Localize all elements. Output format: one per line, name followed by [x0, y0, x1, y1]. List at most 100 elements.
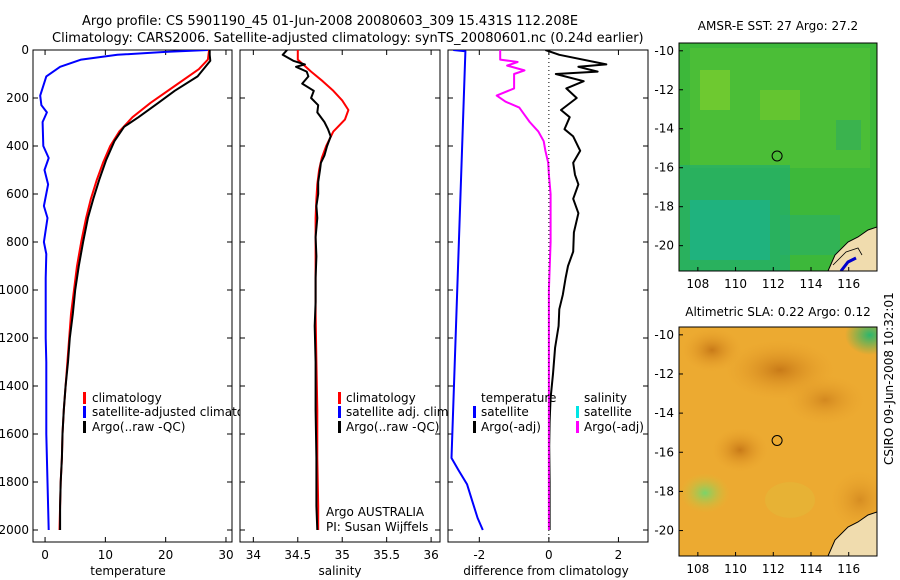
- figure-title-line2: Climatology: CARS2006. Satellite-adjuste…: [52, 31, 644, 46]
- map-xtick-label: 108: [686, 562, 709, 576]
- ytick-label: 1000: [0, 283, 29, 297]
- salinity-legend-satellite: satellite adj. clim.: [346, 405, 452, 419]
- map-ytick-label: -14: [654, 122, 674, 136]
- map-xtick-label: 116: [837, 562, 860, 576]
- ytick-label: 1400: [0, 379, 29, 393]
- map-xtick-label: 116: [837, 277, 860, 291]
- map-xtick-label: 110: [724, 562, 747, 576]
- sla-map-coastline: [827, 511, 877, 556]
- sst-map-title: AMSR-E SST: 27 Argo: 27.2: [698, 19, 858, 33]
- ytick-label: 2000: [0, 523, 29, 537]
- xtick-label: 34: [246, 548, 261, 562]
- temperature-panel: 0 10 20 30 0 200 400 600 800 1000 1200 1400 1600 1800…: [0, 43, 240, 578]
- legend-swatch-climatology: [83, 392, 86, 404]
- sst-map-field: [679, 43, 877, 271]
- temperature-ticks: 0 10 20 30 0 200 400 600 800 1000 1200 1400 1600 1800…: [0, 43, 234, 562]
- salinity-xlabel: salinity: [318, 564, 361, 578]
- series-line-temperature-argo-adj-: [545, 50, 608, 530]
- series-line-temperature-satellite: [450, 50, 484, 531]
- ytick-label: 0: [21, 43, 29, 57]
- series-line-argo-raw-qc-: [281, 50, 332, 531]
- xtick-label: -2: [473, 548, 485, 562]
- sst-map-frame: [678, 42, 878, 272]
- legend-swatch-sal-argo: [576, 421, 579, 433]
- ytick-label: 200: [6, 91, 29, 105]
- series-line-argo-raw-qc-: [59, 50, 212, 530]
- sst-map-cold-edge: [839, 256, 857, 271]
- map-ytick-label: -16: [654, 445, 674, 459]
- map-ytick-label: -18: [654, 200, 674, 214]
- sst-map-ticks: 108 110 112 114 116 -10 -12 -14 -16 -18 -20: [654, 44, 860, 291]
- temperature-legend-climatology: climatology: [92, 391, 162, 405]
- temperature-axes-frame: [32, 49, 233, 543]
- sst-map-float-marker: [771, 150, 783, 162]
- legend-swatch-sal-satellite: [576, 406, 579, 418]
- map-xtick-label: 112: [762, 277, 785, 291]
- xtick-label: 30: [218, 548, 233, 562]
- map-ytick-label: -20: [654, 239, 674, 253]
- xtick-label: 10: [98, 548, 113, 562]
- xtick-label: 20: [158, 548, 173, 562]
- difference-legend-header-salinity: salinity: [584, 391, 627, 405]
- legend-swatch-argo: [83, 421, 86, 433]
- difference-legend-sal-argo: Argo(-adj): [584, 420, 644, 434]
- legend-swatch-temp-satellite: [473, 406, 476, 418]
- xtick-label: 35: [335, 548, 350, 562]
- sla-map-land: [828, 512, 877, 556]
- ytick-label: 1600: [0, 427, 29, 441]
- salinity-axes-frame: [239, 49, 441, 543]
- xtick-label: 0: [545, 548, 553, 562]
- legend-swatch-satellite: [83, 406, 86, 418]
- ytick-label: 400: [6, 139, 29, 153]
- xtick-label: 34.5: [284, 548, 311, 562]
- xtick-label: 36: [423, 548, 438, 562]
- difference-legend-temp-satellite: satellite: [481, 405, 529, 419]
- map-ytick-label: -12: [654, 367, 674, 381]
- ytick-label: 1200: [0, 331, 29, 345]
- sla-map-frame: [678, 326, 878, 557]
- legend-swatch-satellite: [338, 406, 341, 418]
- difference-legend-header-temperature: temperature: [481, 391, 556, 405]
- temperature-lines: [39, 50, 212, 531]
- legend-swatch-climatology: [338, 392, 341, 404]
- ytick-label: 1800: [0, 475, 29, 489]
- sla-map-field: [679, 327, 877, 556]
- map-ytick-label: -18: [654, 484, 674, 498]
- difference-legend-sal-satellite: satellite: [584, 405, 632, 419]
- sst-map-coast-secondary: [832, 247, 863, 266]
- map-ytick-label: -10: [654, 44, 674, 58]
- xtick-label: 35.5: [373, 548, 400, 562]
- salinity-ticks: 34 34.5 35 35.5 36: [240, 49, 440, 562]
- salinity-lines: [281, 50, 350, 531]
- temperature-legend-satellite-clip: satellite-adjusted climatology: [92, 405, 240, 419]
- map-xtick-label: 108: [686, 277, 709, 291]
- sla-map-title: Altimetric SLA: 0.22 Argo: 0.12: [685, 305, 870, 319]
- salinity-panel: 34 34.5 35 35.5 36 salinity climatology sate…: [239, 49, 452, 578]
- map-ytick-label: -20: [654, 524, 674, 538]
- side-stamp: CSIRO 09-Jun-2008 10:32:01: [882, 292, 896, 465]
- map-ytick-label: -14: [654, 406, 674, 420]
- map-xtick-label: 110: [724, 277, 747, 291]
- map-ytick-label: -10: [654, 328, 674, 342]
- map-ytick-label: -12: [654, 83, 674, 97]
- figure-title-line1: Argo profile: CS 5901190_45 01-Jun-2008 …: [82, 14, 578, 29]
- temperature-legend-argo: Argo(..raw -QC): [92, 420, 185, 434]
- float-info-line1: Argo AUSTRALIA: [326, 505, 425, 519]
- map-ytick-label: -16: [654, 161, 674, 175]
- salinity-legend-climatology: climatology: [346, 391, 416, 405]
- map-xtick-label: 114: [800, 277, 823, 291]
- ytick-label: 600: [6, 187, 29, 201]
- map-xtick-label: 114: [800, 562, 823, 576]
- temperature-xlabel: temperature: [90, 564, 165, 578]
- sst-map-panel: AMSR-E SST: 27 Argo: 27.2 108 110 112 114 11…: [654, 19, 878, 291]
- xtick-label: 0: [41, 548, 49, 562]
- xtick-label: 2: [615, 548, 623, 562]
- sla-map-float-marker: [771, 435, 783, 446]
- difference-lines: [450, 50, 608, 542]
- legend-swatch-argo: [338, 421, 341, 433]
- sst-map-coastline: [827, 226, 877, 271]
- sla-map-panel: Altimetric SLA: 0.22 Argo: 0.12 108 110 11…: [654, 305, 878, 576]
- difference-panel: -2 0 2 difference from climatology tempera…: [447, 49, 649, 578]
- salinity-legend-argo: Argo(..raw -QC): [346, 420, 439, 434]
- difference-legend-temp-argo: Argo(-adj): [481, 420, 541, 434]
